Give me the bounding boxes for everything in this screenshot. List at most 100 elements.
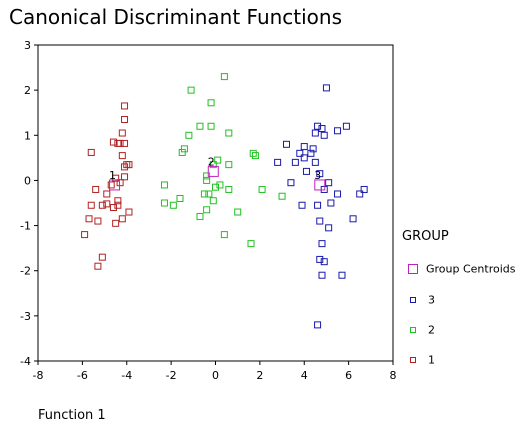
x-tick-label: -2 [166,369,177,382]
x-tick-label: 0 [212,369,219,382]
data-point-group-3 [342,122,350,130]
plot-area [37,44,394,362]
x-tick-label: 8 [390,369,397,382]
data-point-group-3 [327,199,335,207]
data-point-group-1 [107,181,115,189]
legend-label: 1 [428,353,435,367]
data-point-group-1 [116,139,124,147]
legend-label: 2 [428,323,435,337]
data-point-group-3 [325,179,333,187]
data-point-group-3 [316,255,324,263]
data-point-group-1 [98,253,106,261]
data-point-group-3 [302,167,310,175]
data-point-group-1 [121,102,129,110]
x-tick-label: -6 [77,369,88,382]
data-point-group-2 [278,192,286,200]
data-point-group-1 [94,217,102,225]
data-point-group-3 [318,240,326,248]
data-point-group-3 [314,122,322,130]
chart-title: Canonical Discriminant Functions [9,5,343,29]
data-point-group-1 [85,215,93,223]
y-tick-label: 0 [24,174,31,187]
group-centroids: 1 2 3 [109,155,326,191]
x-tick-label: -8 [33,369,44,382]
data-point-group-2 [203,176,211,184]
data-point-group-1 [81,231,89,239]
data-point-group-1 [109,138,117,146]
data-point-group-2 [234,208,242,216]
data-point-group-2 [196,213,204,221]
x-tick-label: -4 [121,369,132,382]
data-point-group-1 [87,201,95,209]
data-point-group-2 [200,190,208,198]
data-point-group-3 [318,271,326,279]
data-point-group-3 [309,145,317,153]
data-point-group-2 [207,122,215,130]
data-point-group-3 [314,321,322,329]
data-point-group-2 [178,148,186,156]
data-point-group-1 [114,197,122,205]
data-point-group-3 [311,129,319,137]
data-point-group-3 [334,190,342,198]
data-point-group-2 [258,185,266,193]
data-point-group-3 [320,258,328,266]
data-point-group-2 [169,201,177,209]
x-axis-label: Function 1 [38,408,106,423]
centroid-label-2: 2 [208,155,215,168]
data-point-group-2 [225,161,233,169]
legend-label: Group Centroids [426,262,516,276]
data-point-group-2 [214,156,222,164]
data-point-group-3 [325,224,333,232]
data-point-group-3 [316,170,324,178]
data-point-group-3 [316,217,324,225]
data-point-group-2 [247,240,255,248]
data-point-group-2 [220,231,228,239]
data-point-group-3 [300,154,308,162]
y-tick-label: -2 [20,265,31,278]
data-point-group-2 [176,194,184,202]
x-tick-label: 6 [345,369,352,382]
data-point-group-3 [274,158,282,166]
data-point-group-3 [320,131,328,139]
y-tick-label: 1 [24,129,31,142]
data-point-group-3 [314,201,322,209]
data-point-group-3 [287,179,295,187]
data-point-group-2 [185,131,193,139]
data-point-group-3 [291,158,299,166]
data-point-group-2 [187,86,195,94]
data-point-group-1 [103,200,111,208]
data-point-group-3 [356,190,364,198]
data-point-group-3 [311,158,319,166]
data-point-group-1 [98,201,106,209]
data-point-group-2 [225,129,233,137]
data-point-group-2 [209,197,217,205]
data-point-group-2 [249,149,257,157]
data-point-group-1 [112,219,120,227]
data-point-group-1 [116,179,124,187]
data-point-group-3 [360,185,368,193]
y-tick-label: -1 [20,220,31,233]
data-point-group-2 [205,190,213,198]
data-point-group-1 [87,148,95,156]
x-tick-label: 2 [256,369,263,382]
legend-swatch-1 [410,357,416,363]
centroid-marker-3 [314,179,326,191]
centroid-marker-1 [109,179,121,191]
data-point-group-1 [112,174,120,182]
y-tick-label: 3 [24,39,31,52]
centroid-label-3: 3 [314,169,321,182]
legend-centroid-swatch [408,264,418,274]
data-point-group-3 [322,84,330,92]
y-tick-label: 2 [24,84,31,97]
data-point-group-2 [196,122,204,130]
data-point-group-1 [94,262,102,270]
data-point-group-3 [334,127,342,135]
legend-item-group-3: 3 [408,293,435,307]
legend-swatch-2 [410,327,416,333]
legend-item-group-2: 2 [408,323,435,337]
data-point-group-2 [216,181,224,189]
data-point-group-1 [121,139,129,147]
centroid-marker-2 [207,165,219,177]
legend-label: 3 [428,293,435,307]
data-point-group-3 [300,143,308,151]
